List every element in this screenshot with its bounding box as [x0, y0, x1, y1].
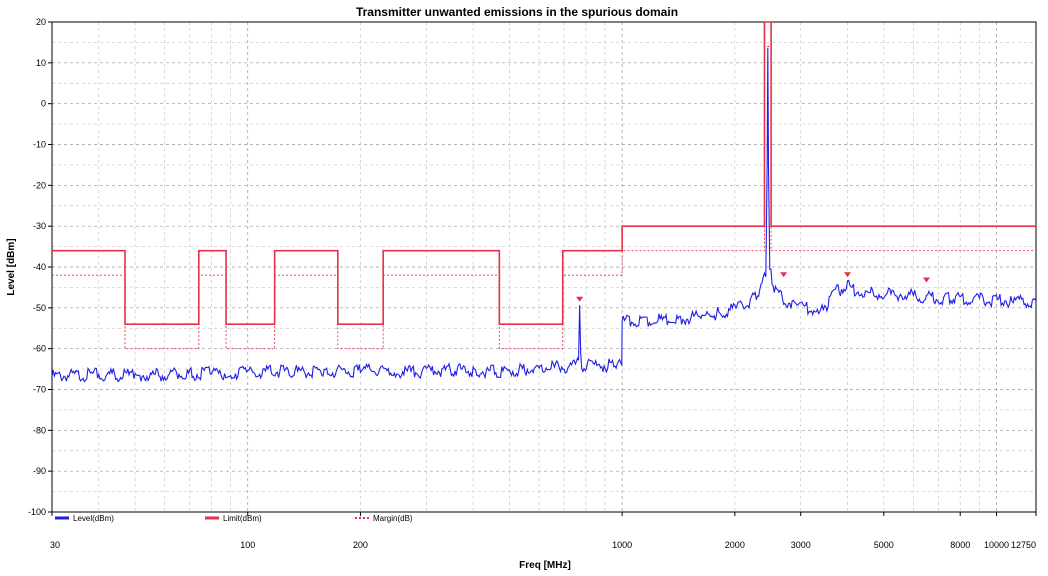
- legend: Level(dBm) Limit(dBm) Margin(dB): [55, 514, 413, 523]
- x-tick-label: 1000: [612, 540, 632, 550]
- y-tick-label: -20: [33, 180, 46, 190]
- y-tick-label: -40: [33, 262, 46, 272]
- peak-marker: [780, 272, 788, 278]
- x-axis-label: Freq [MHz]: [519, 560, 571, 571]
- x-tick-label: 8000: [950, 540, 970, 550]
- series-limit-dbm: [52, 21, 1036, 325]
- y-tick-label: -30: [33, 221, 46, 231]
- marker-layer: [576, 272, 930, 302]
- y-axis-label: Level [dBm]: [6, 238, 17, 295]
- y-tick-label: -10: [33, 140, 46, 150]
- legend-label: Limit(dBm): [223, 514, 262, 523]
- y-tick-label: 10: [36, 58, 46, 68]
- y-axis-ticks: 20 10 0 -10 -20 -30 -40 -50 -60 -70 -80 -90 -100: [28, 17, 52, 517]
- y-tick-label: -50: [33, 303, 46, 313]
- x-tick-label: 2000: [725, 540, 745, 550]
- x-tick-label: 12750: [1011, 540, 1036, 550]
- y-tick-label: -90: [33, 466, 46, 476]
- y-tick-label: 20: [36, 17, 46, 27]
- grid: [51, 21, 1036, 513]
- x-tick-label: 5000: [874, 540, 894, 550]
- x-tick-label: 30: [50, 540, 60, 550]
- y-tick-label: -100: [28, 507, 46, 517]
- chart-title: Transmitter unwanted emissions in the sp…: [356, 5, 678, 19]
- y-tick-label: -60: [33, 344, 46, 354]
- peak-marker: [844, 272, 852, 278]
- legend-label: Margin(dB): [373, 514, 413, 523]
- x-tick-label: 200: [353, 540, 368, 550]
- x-axis-ticks: 30 100 200 1000 2000 3000 5000 8000 10000 12750: [50, 512, 1037, 550]
- peak-marker: [922, 277, 930, 283]
- x-tick-label: 3000: [791, 540, 811, 550]
- y-tick-label: -80: [33, 425, 46, 435]
- y-tick-label: 0: [41, 99, 46, 109]
- x-tick-label: 10000: [984, 540, 1009, 550]
- peak-marker: [576, 296, 584, 302]
- y-tick-label: -70: [33, 385, 46, 395]
- series-margin-db: [52, 46, 1036, 350]
- series-level-dbm: [51, 47, 1037, 383]
- series-layer: [51, 21, 1037, 383]
- x-tick-label: 100: [240, 540, 255, 550]
- legend-label: Level(dBm): [73, 514, 114, 523]
